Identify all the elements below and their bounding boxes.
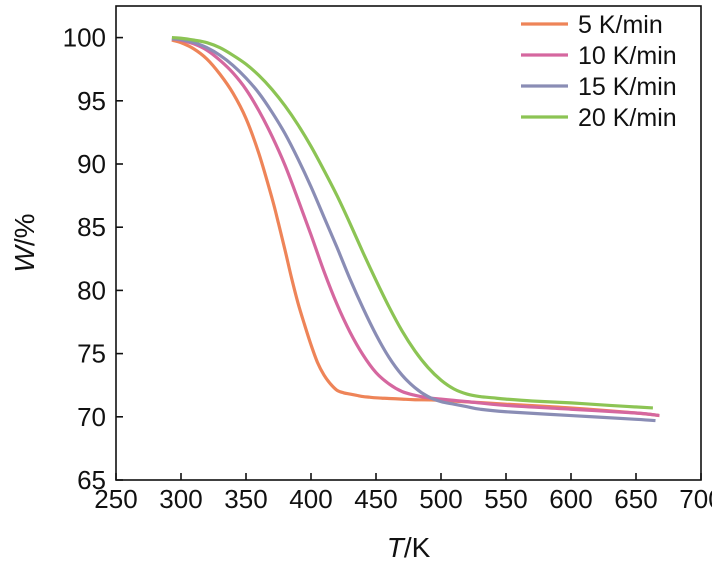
- y-tick-label: 80: [77, 275, 106, 305]
- x-tick-label: 300: [159, 484, 202, 514]
- legend-label-3: 15 K/min: [578, 73, 677, 101]
- legend-label-1: 5 K/min: [578, 11, 663, 39]
- plot-frame: [115, 5, 702, 481]
- series-line-3: [171, 37, 656, 423]
- legend-label-2: 10 K/min: [578, 42, 677, 70]
- y-axis-title-var: W: [9, 244, 40, 273]
- tick-layer: 250 300 350 400 450 500 550 600 650 700 65 70 75 80 85…: [63, 23, 712, 514]
- x-tick-label: 600: [549, 484, 592, 514]
- x-tick-label: 350: [224, 484, 267, 514]
- x-tick-label: 500: [419, 484, 462, 514]
- x-tick-label: 700: [679, 484, 712, 514]
- legend-label-4: 20 K/min: [578, 104, 677, 132]
- series-line-4: [171, 36, 653, 410]
- x-axis-title-var: T: [387, 532, 406, 563]
- y-tick-label: 100: [63, 23, 106, 53]
- y-tick-label: 90: [77, 149, 106, 179]
- series-layer: [171, 36, 660, 423]
- y-tick-label: 85: [77, 212, 106, 242]
- x-axis-title: T/K: [387, 532, 431, 563]
- x-tick-label: 550: [484, 484, 527, 514]
- series-line-2: [171, 37, 660, 418]
- y-axis-title: W/%: [9, 213, 40, 272]
- y-tick-label: 75: [77, 339, 106, 369]
- y-tick-label: 65: [77, 465, 106, 495]
- y-tick-label: 70: [77, 402, 106, 432]
- x-tick-label: 450: [354, 484, 397, 514]
- x-tick-label: 400: [289, 484, 332, 514]
- x-tick-label: 650: [614, 484, 657, 514]
- x-tick-label: 250: [94, 484, 137, 514]
- x-axis-title-unit: /K: [404, 532, 431, 563]
- legend: 5 K/min 10 K/min 15 K/min 20 K/min: [521, 11, 677, 132]
- y-tick-label: 95: [77, 86, 106, 116]
- y-axis-title-unit: /%: [9, 213, 40, 246]
- series-line-1: [171, 38, 660, 418]
